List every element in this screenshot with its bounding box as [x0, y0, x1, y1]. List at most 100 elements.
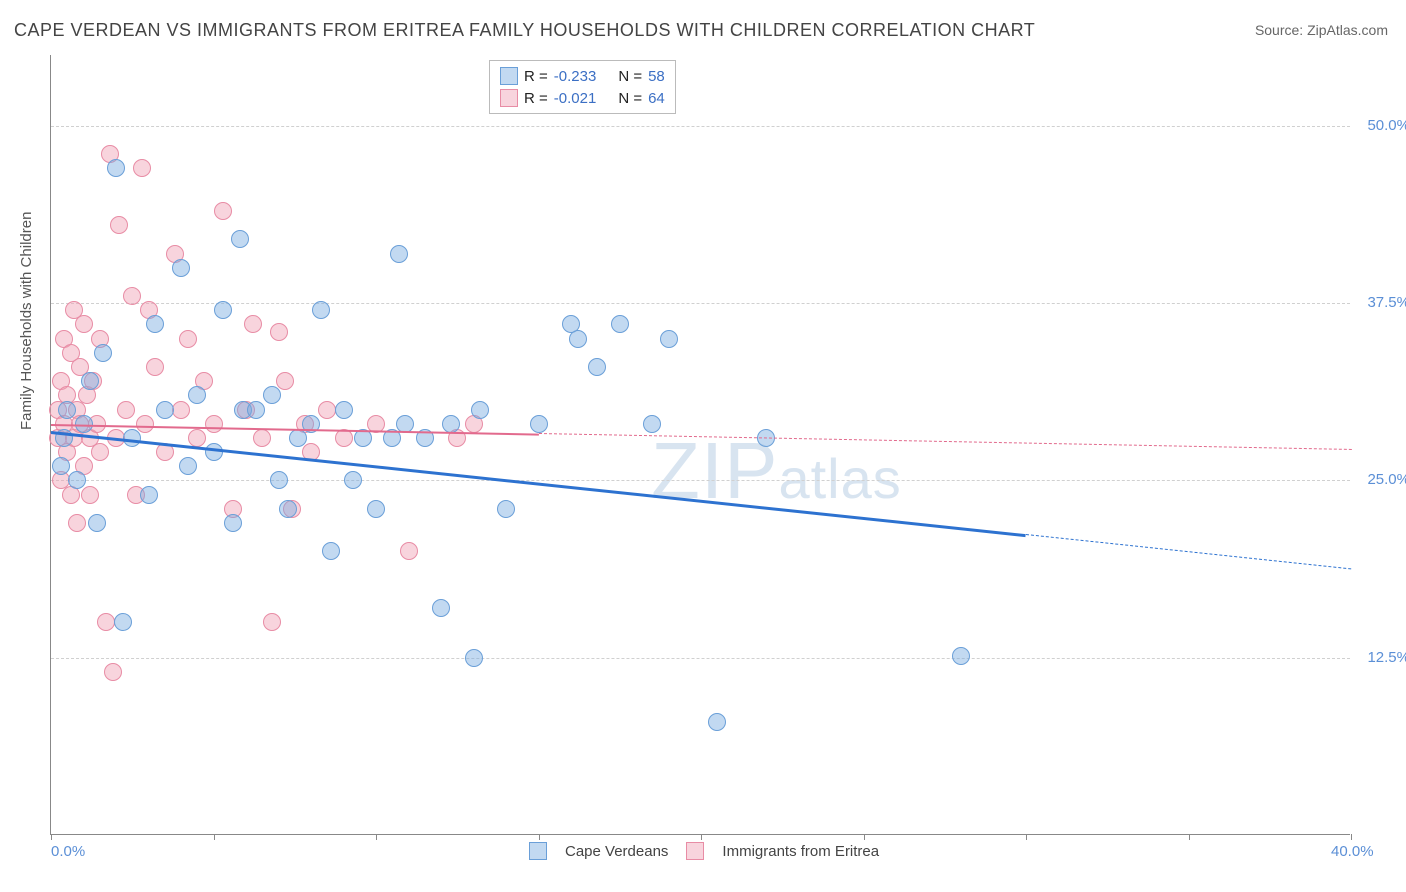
- x-tick-mark: [1189, 834, 1190, 840]
- data-point: [172, 401, 190, 419]
- data-point: [322, 542, 340, 560]
- swatch-blue-icon: [529, 842, 547, 860]
- data-point: [136, 415, 154, 433]
- legend-blue-n-value: 58: [648, 68, 665, 85]
- data-point: [205, 415, 223, 433]
- legend-row-blue: R = -0.233 N = 58: [500, 65, 665, 87]
- data-point: [367, 500, 385, 518]
- data-point: [123, 429, 141, 447]
- swatch-blue-icon: [500, 67, 518, 85]
- data-point: [432, 599, 450, 617]
- trendline-extrapolated: [1026, 534, 1351, 569]
- x-tick-mark: [51, 834, 52, 840]
- data-point: [276, 372, 294, 390]
- data-point: [263, 386, 281, 404]
- x-tick-mark: [214, 834, 215, 840]
- data-point: [91, 443, 109, 461]
- data-point: [117, 401, 135, 419]
- trendline-extrapolated: [538, 433, 1351, 450]
- y-tick-label: 25.0%: [1355, 471, 1406, 488]
- data-point: [68, 471, 86, 489]
- data-point: [253, 429, 271, 447]
- data-point: [110, 216, 128, 234]
- data-point: [270, 471, 288, 489]
- y-axis-label: Family Households with Children: [18, 212, 35, 430]
- data-point: [75, 315, 93, 333]
- data-point: [146, 315, 164, 333]
- data-point: [81, 372, 99, 390]
- x-tick-mark: [376, 834, 377, 840]
- data-point: [442, 415, 460, 433]
- data-point: [471, 401, 489, 419]
- data-point: [247, 401, 265, 419]
- data-point: [214, 301, 232, 319]
- legend-pink-name: Immigrants from Eritrea: [722, 843, 879, 860]
- data-point: [611, 315, 629, 333]
- legend-r-label: R =: [524, 90, 548, 107]
- correlation-legend: R = -0.233 N = 58 R = -0.021 N = 64: [489, 60, 676, 114]
- data-point: [188, 429, 206, 447]
- trendline: [51, 431, 1026, 537]
- data-point: [156, 401, 174, 419]
- data-point: [530, 415, 548, 433]
- chart-title: CAPE VERDEAN VS IMMIGRANTS FROM ERITREA …: [14, 20, 1035, 41]
- data-point: [179, 330, 197, 348]
- gridline: [51, 658, 1350, 659]
- data-point: [569, 330, 587, 348]
- x-tick-label: 0.0%: [51, 843, 85, 860]
- swatch-pink-icon: [500, 89, 518, 107]
- legend-blue-r-value: -0.233: [554, 68, 597, 85]
- x-tick-mark: [539, 834, 540, 840]
- data-point: [588, 358, 606, 376]
- data-point: [279, 500, 297, 518]
- swatch-pink-icon: [686, 842, 704, 860]
- data-point: [400, 542, 418, 560]
- legend-blue-name: Cape Verdeans: [565, 843, 668, 860]
- data-point: [465, 649, 483, 667]
- data-point: [660, 330, 678, 348]
- x-tick-mark: [1026, 834, 1027, 840]
- legend-r-label: R =: [524, 68, 548, 85]
- source-attribution: Source: ZipAtlas.com: [1255, 22, 1388, 38]
- data-point: [312, 301, 330, 319]
- data-point: [643, 415, 661, 433]
- gridline: [51, 303, 1350, 304]
- data-point: [188, 386, 206, 404]
- data-point: [952, 647, 970, 665]
- legend-n-label: N =: [618, 90, 642, 107]
- scatter-plot: ZIPatlas R = -0.233 N = 58 R = -0.021 N …: [50, 55, 1350, 835]
- data-point: [270, 323, 288, 341]
- legend-pink-n-value: 64: [648, 90, 665, 107]
- data-point: [81, 486, 99, 504]
- data-point: [497, 500, 515, 518]
- data-point: [263, 613, 281, 631]
- series-legend: Cape Verdeans Immigrants from Eritrea: [529, 842, 879, 860]
- data-point: [344, 471, 362, 489]
- data-point: [52, 457, 70, 475]
- x-tick-label: 40.0%: [1331, 843, 1374, 860]
- data-point: [107, 159, 125, 177]
- y-tick-label: 37.5%: [1355, 294, 1406, 311]
- data-point: [133, 159, 151, 177]
- data-point: [68, 514, 86, 532]
- legend-row-pink: R = -0.021 N = 64: [500, 87, 665, 109]
- data-point: [140, 486, 158, 504]
- data-point: [58, 401, 76, 419]
- data-point: [335, 401, 353, 419]
- data-point: [708, 713, 726, 731]
- gridline: [51, 480, 1350, 481]
- legend-pink-r-value: -0.021: [554, 90, 597, 107]
- data-point: [88, 514, 106, 532]
- x-tick-mark: [864, 834, 865, 840]
- y-tick-label: 12.5%: [1355, 649, 1406, 666]
- data-point: [179, 457, 197, 475]
- x-tick-mark: [701, 834, 702, 840]
- data-point: [205, 443, 223, 461]
- legend-n-label: N =: [618, 68, 642, 85]
- data-point: [224, 514, 242, 532]
- gridline: [51, 126, 1350, 127]
- data-point: [172, 259, 190, 277]
- data-point: [146, 358, 164, 376]
- y-tick-label: 50.0%: [1355, 117, 1406, 134]
- data-point: [104, 663, 122, 681]
